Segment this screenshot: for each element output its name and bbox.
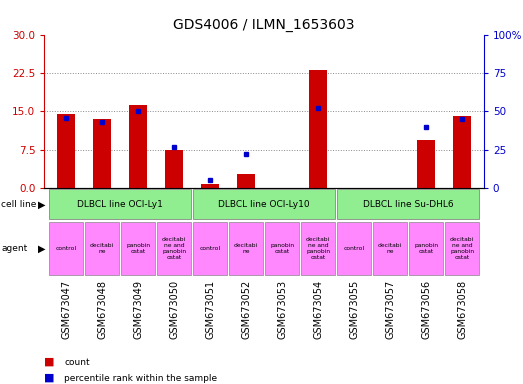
Text: DLBCL line OCI-Ly10: DLBCL line OCI-Ly10 — [218, 200, 310, 209]
Text: decitabi
ne and
panobin
ostat: decitabi ne and panobin ostat — [450, 237, 474, 260]
Text: ■: ■ — [44, 357, 55, 367]
Text: count: count — [64, 358, 90, 367]
Bar — [453, 116, 471, 188]
Text: control: control — [344, 246, 365, 251]
Text: GSM673056: GSM673056 — [421, 280, 431, 339]
Bar — [49, 222, 83, 275]
Text: GSM673054: GSM673054 — [313, 280, 323, 339]
Text: GSM673049: GSM673049 — [133, 280, 143, 339]
Text: control: control — [55, 246, 77, 251]
Text: decitabi
ne and
panobin
ostat: decitabi ne and panobin ostat — [306, 237, 330, 260]
Text: GSM673053: GSM673053 — [277, 280, 287, 339]
Bar — [201, 184, 219, 188]
Bar — [265, 222, 299, 275]
Text: percentile rank within the sample: percentile rank within the sample — [64, 374, 218, 382]
Bar — [337, 189, 480, 220]
Text: decitabi
ne: decitabi ne — [234, 243, 258, 254]
Bar — [229, 222, 264, 275]
Text: GSM673050: GSM673050 — [169, 280, 179, 339]
Text: GSM673047: GSM673047 — [61, 280, 71, 339]
Title: GDS4006 / ILMN_1653603: GDS4006 / ILMN_1653603 — [173, 18, 355, 32]
Bar — [409, 222, 444, 275]
Text: decitabi
ne: decitabi ne — [90, 243, 114, 254]
Bar — [157, 222, 191, 275]
Text: ■: ■ — [44, 372, 55, 382]
Bar — [337, 222, 371, 275]
Text: GSM673051: GSM673051 — [205, 280, 215, 339]
Bar — [49, 189, 191, 220]
Text: control: control — [200, 246, 221, 251]
Bar — [165, 150, 183, 188]
Text: panobin
ostat: panobin ostat — [270, 243, 294, 254]
Bar — [237, 174, 255, 188]
Bar — [57, 114, 75, 188]
Text: panobin
ostat: panobin ostat — [414, 243, 438, 254]
Bar — [93, 119, 111, 188]
Bar — [309, 70, 327, 188]
Text: panobin
ostat: panobin ostat — [126, 243, 150, 254]
Bar — [417, 139, 435, 188]
Bar — [193, 189, 335, 220]
Text: cell line: cell line — [1, 200, 37, 209]
Text: DLBCL line OCI-Ly1: DLBCL line OCI-Ly1 — [77, 200, 163, 209]
Text: GSM673057: GSM673057 — [385, 280, 395, 339]
Text: DLBCL line Su-DHL6: DLBCL line Su-DHL6 — [363, 200, 453, 209]
Text: GSM673058: GSM673058 — [457, 280, 467, 339]
Text: GSM673055: GSM673055 — [349, 280, 359, 339]
Bar — [121, 222, 155, 275]
Bar — [193, 222, 228, 275]
Text: GSM673052: GSM673052 — [241, 280, 251, 339]
Bar — [373, 222, 407, 275]
Bar — [445, 222, 480, 275]
Bar — [85, 222, 119, 275]
Text: GSM673048: GSM673048 — [97, 280, 107, 339]
Bar — [301, 222, 335, 275]
Text: ▶: ▶ — [38, 199, 45, 210]
Text: ▶: ▶ — [38, 243, 45, 254]
Text: decitabi
ne: decitabi ne — [378, 243, 402, 254]
Text: decitabi
ne and
panobin
ostat: decitabi ne and panobin ostat — [162, 237, 186, 260]
Text: agent: agent — [1, 244, 27, 253]
Bar — [129, 105, 147, 188]
